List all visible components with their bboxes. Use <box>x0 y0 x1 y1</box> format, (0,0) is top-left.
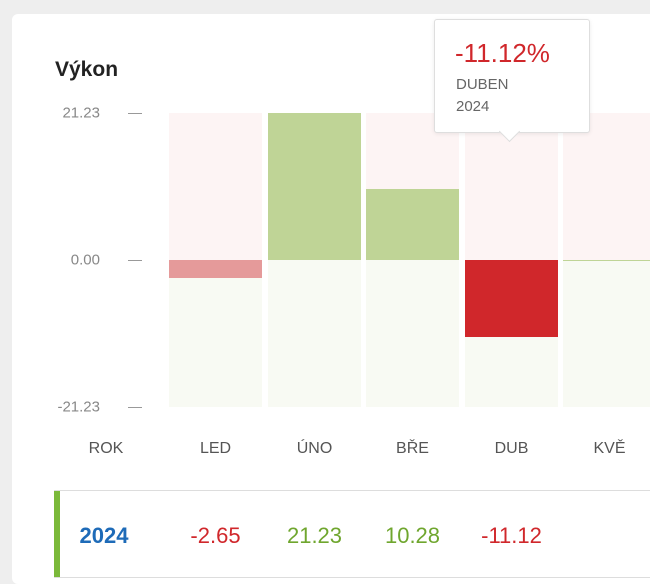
x-tick-label: BŘE <box>365 440 461 458</box>
column-background <box>268 260 361 407</box>
x-tick-label: ÚNO <box>267 440 363 458</box>
row-year[interactable]: 2024 <box>54 523 154 549</box>
x-tick-label: LED <box>168 440 264 458</box>
y-tick-label: -21.23 <box>0 399 100 416</box>
table-cell: 21.23 <box>265 523 365 549</box>
y-tick-label: 21.23 <box>0 105 100 122</box>
value-tooltip: -11.12% DUBEN 2024 <box>434 19 590 133</box>
column-background <box>563 260 650 407</box>
bar[interactable] <box>366 189 459 260</box>
column-background <box>366 260 459 407</box>
x-axis-label-rok: ROK <box>58 440 154 458</box>
table-cell: -11.12 <box>462 523 562 549</box>
tooltip-month: DUBEN <box>456 76 509 93</box>
x-tick-label: DUB <box>464 440 560 458</box>
chart-title: Výkon <box>55 58 118 82</box>
x-tick-label: KVĚ <box>562 440 650 458</box>
bar[interactable] <box>268 113 361 260</box>
bar[interactable] <box>169 260 262 278</box>
y-tick-mark <box>128 407 142 408</box>
y-tick-label: 0.00 <box>0 252 100 269</box>
y-tick-mark <box>128 113 142 114</box>
tooltip-value: -11.12% <box>455 38 550 69</box>
column-background <box>169 260 262 407</box>
table-cell: -2.65 <box>166 523 266 549</box>
column-background <box>563 113 650 260</box>
column-background <box>169 113 262 260</box>
bar[interactable] <box>465 260 558 337</box>
y-tick-mark <box>128 260 142 261</box>
bar[interactable] <box>563 260 650 261</box>
tooltip-year: 2024 <box>456 98 489 115</box>
table-cell: 10.28 <box>363 523 463 549</box>
